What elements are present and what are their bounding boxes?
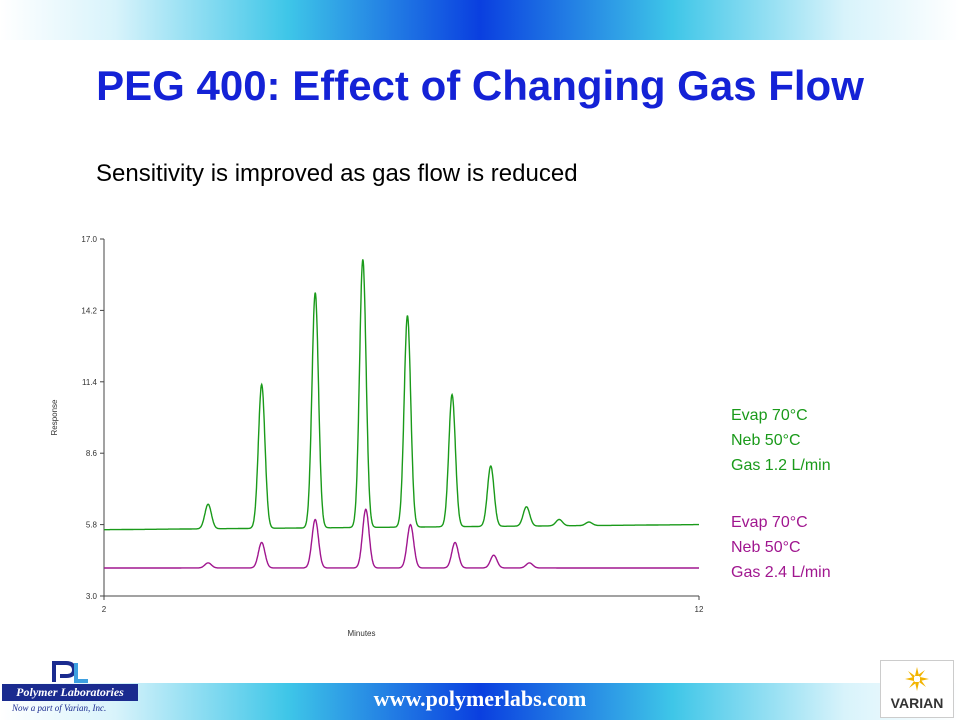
peak-point-0-0 bbox=[207, 503, 209, 505]
chart-traces bbox=[104, 259, 699, 569]
series-line-0 bbox=[104, 259, 699, 531]
x-tick-label: 12 bbox=[695, 605, 704, 614]
legend-purple-evap: Evap 70°C bbox=[731, 514, 808, 531]
y-tick-label: 11.4 bbox=[82, 378, 98, 387]
peak-point-1-4 bbox=[410, 524, 412, 526]
x-tick-label: 2 bbox=[102, 605, 107, 614]
top-gradient-band bbox=[0, 0, 960, 40]
peak-point-0-7 bbox=[526, 506, 528, 508]
y-tick-label: 3.0 bbox=[86, 592, 98, 601]
peak-point-1-0 bbox=[207, 562, 209, 564]
peak-point-0-2 bbox=[314, 292, 316, 294]
peak-point-0-8 bbox=[558, 519, 560, 521]
bottom-gradient-band bbox=[0, 683, 960, 720]
legend-green-neb: Neb 50°C bbox=[731, 432, 801, 449]
varian-star-icon bbox=[905, 667, 929, 691]
peak-point-1-2 bbox=[314, 519, 316, 521]
x-axis-label: Minutes bbox=[347, 629, 375, 638]
varian-logo: VARIAN bbox=[880, 660, 954, 718]
pl-logo-name: Polymer Laboratories bbox=[2, 684, 138, 701]
peak-point-0-9 bbox=[588, 521, 590, 523]
y-tick-label: 17.0 bbox=[81, 235, 97, 244]
peak-point-1-1 bbox=[261, 542, 263, 544]
legend-purple-gas: Gas 2.4 L/min bbox=[731, 564, 831, 581]
polymer-laboratories-logo: Polymer Laboratories Now a part of Varia… bbox=[2, 660, 138, 718]
peak-point-0-4 bbox=[407, 315, 409, 317]
legend-gas-1-2: Evap 70°C Neb 50°C Gas 1.2 L/min bbox=[731, 403, 831, 478]
peak-point-1-6 bbox=[493, 554, 495, 556]
peak-point-1-3 bbox=[365, 509, 367, 511]
varian-logo-name: VARIAN bbox=[890, 695, 944, 711]
legend-gas-2-4: Evap 70°C Neb 50°C Gas 2.4 L/min bbox=[731, 510, 831, 585]
series-line-1 bbox=[104, 508, 699, 569]
subtitle: Sensitivity is improved as gas flow is r… bbox=[96, 160, 578, 187]
peak-point-0-3 bbox=[362, 259, 364, 261]
legend-green-gas: Gas 1.2 L/min bbox=[731, 457, 831, 474]
chart-labels: 17.0 14.2 11.4 8.6 5.8 3.0 2 12 Minutes Response bbox=[50, 235, 704, 638]
chromatogram-chart: 17.0 14.2 11.4 8.6 5.8 3.0 2 12 Minutes Response bbox=[50, 235, 704, 638]
website-link[interactable]: www.polymerlabs.com bbox=[373, 686, 587, 711]
pl-logo-icon bbox=[52, 661, 88, 683]
y-tick-label: 14.2 bbox=[81, 306, 97, 315]
y-axis-label: Response bbox=[50, 399, 59, 436]
chart-axes bbox=[100, 238, 700, 600]
peak-point-0-5 bbox=[451, 394, 453, 396]
y-tick-label: 5.8 bbox=[86, 521, 98, 530]
page-title: PEG 400: Effect of Changing Gas Flow bbox=[96, 62, 864, 109]
peak-point-1-5 bbox=[454, 542, 456, 544]
y-tick-label: 8.6 bbox=[86, 449, 98, 458]
pl-logo-tagline: Now a part of Varian, Inc. bbox=[12, 703, 107, 713]
peak-point-0-6 bbox=[490, 465, 492, 467]
peak-point-0-1 bbox=[261, 384, 263, 386]
legend-purple-neb: Neb 50°C bbox=[731, 539, 801, 556]
legend-green-evap: Evap 70°C bbox=[731, 407, 808, 424]
peak-point-1-7 bbox=[529, 562, 531, 564]
